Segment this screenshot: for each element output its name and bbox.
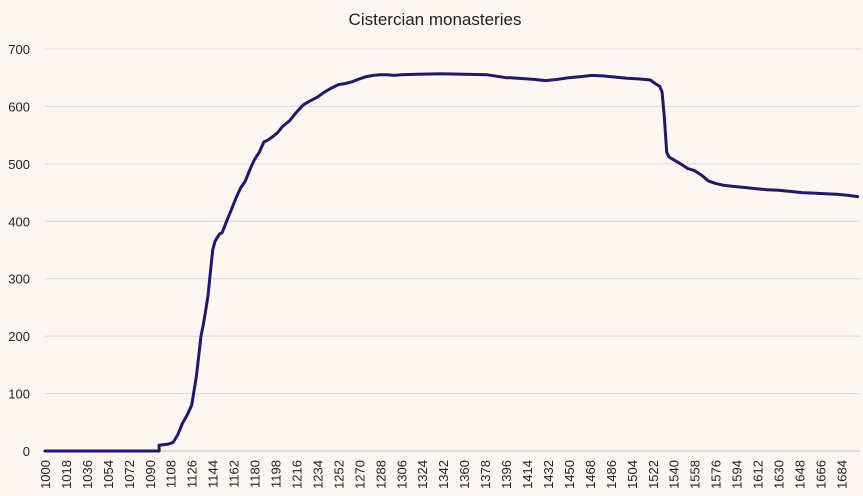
chart-title: Cistercian monasteries	[349, 10, 522, 29]
x-tick-label: 1648	[792, 460, 807, 489]
x-tick-label: 1180	[248, 460, 263, 488]
x-tick-label: 1414	[520, 460, 535, 489]
series-group	[43, 72, 860, 453]
x-tick-label: 1558	[688, 460, 703, 489]
x-tick-label: 1162	[227, 460, 242, 488]
x-tick-label: 1072	[122, 460, 137, 489]
x-tick-label: 1108	[164, 460, 179, 488]
x-tick-label: 1216	[289, 460, 304, 489]
x-tick-label: 1576	[709, 460, 724, 489]
x-tick-label: 1612	[751, 460, 766, 489]
x-tick-label: 1000	[38, 460, 53, 489]
x-tick-label: 1054	[101, 460, 116, 489]
series-line-0	[43, 72, 860, 453]
x-tick-label: 1666	[813, 460, 828, 489]
x-tick-label: 1432	[541, 460, 556, 489]
x-tick-label: 1684	[834, 460, 849, 489]
x-tick-label: 1324	[415, 460, 430, 489]
x-tick-label: 1486	[604, 460, 619, 489]
x-tick-label: 1234	[310, 460, 325, 489]
x-tick-label: 1144	[206, 460, 221, 488]
x-tick-label: 1540	[667, 460, 682, 489]
x-tick-label: 1270	[352, 460, 367, 489]
y-tick-label: 200	[8, 329, 30, 344]
x-tick-label: 1306	[394, 460, 409, 489]
x-tick-label: 1504	[625, 460, 640, 489]
y-tick-label: 700	[8, 42, 30, 57]
y-tick-label: 300	[8, 272, 30, 287]
x-tick-label: 1468	[583, 460, 598, 489]
x-tick-label: 1342	[436, 460, 451, 489]
y-tick-label: 100	[8, 387, 30, 402]
x-tick-label: 1288	[373, 460, 388, 489]
x-tick-label: 1594	[730, 460, 745, 489]
x-tick-label: 1252	[331, 460, 346, 489]
y-tick-label: 0	[23, 444, 30, 459]
y-tick-label: 600	[8, 99, 30, 114]
x-tick-label: 1630	[772, 460, 787, 489]
x-tick-label: 1036	[80, 460, 95, 489]
x-tick-label: 1018	[59, 460, 74, 489]
x-axis-tick-labels: 1000 1018 1036 1054 1072 1090 1108 1126 1144 1162…	[38, 460, 849, 489]
x-tick-label: 1396	[499, 460, 514, 489]
y-tick-label: 400	[8, 214, 30, 229]
x-tick-label: 1126	[185, 460, 200, 488]
y-axis-tick-labels: 0 100 200 300 400 500 600 700	[8, 42, 30, 459]
x-tick-label: 1450	[562, 460, 577, 489]
gridlines	[45, 48, 860, 395]
x-tick-label: 1360	[457, 460, 472, 489]
x-tick-label: 1090	[143, 460, 158, 489]
y-tick-label: 500	[8, 157, 30, 172]
x-tick-label: 1522	[646, 460, 661, 489]
x-tick-label: 1198	[269, 460, 284, 488]
x-tick-label: 1378	[478, 460, 493, 489]
